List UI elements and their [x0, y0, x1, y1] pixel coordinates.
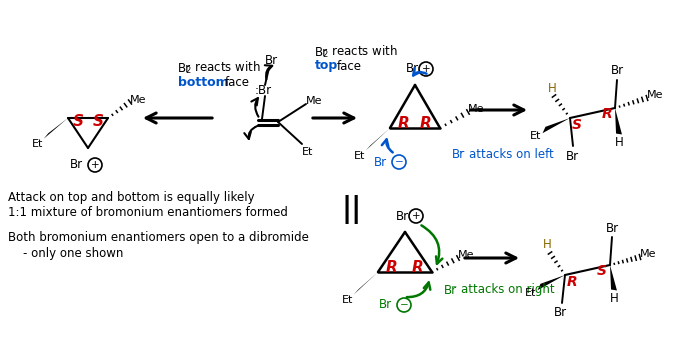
Text: bottom: bottom — [178, 75, 229, 88]
Text: H: H — [542, 238, 552, 251]
Text: Me: Me — [468, 104, 484, 114]
Polygon shape — [365, 128, 390, 151]
Text: Me: Me — [458, 250, 475, 260]
Text: Br: Br — [70, 159, 83, 172]
Text: Et: Et — [531, 131, 542, 141]
Text: H: H — [610, 292, 618, 305]
Text: Br: Br — [566, 150, 579, 162]
Circle shape — [419, 62, 433, 76]
Text: ⁻ attacks on left: ⁻ attacks on left — [459, 149, 554, 161]
Polygon shape — [610, 265, 617, 290]
Text: Me: Me — [306, 96, 322, 106]
Text: $_2$ reacts with: $_2$ reacts with — [185, 60, 260, 76]
Text: −: − — [400, 300, 408, 310]
Text: Et: Et — [342, 295, 354, 305]
Text: R: R — [398, 116, 410, 130]
Text: R: R — [567, 275, 577, 289]
Circle shape — [392, 155, 406, 169]
Text: Attack on top and bottom is equally likely: Attack on top and bottom is equally like… — [8, 191, 255, 204]
Polygon shape — [538, 275, 565, 290]
Text: S: S — [597, 264, 607, 278]
Polygon shape — [44, 118, 68, 139]
Text: +: + — [421, 64, 430, 74]
Text: ⁻ attacks on right: ⁻ attacks on right — [451, 283, 554, 297]
Text: Both bromonium enantiomers open to a dibromide: Both bromonium enantiomers open to a dib… — [8, 232, 309, 245]
Text: −: − — [395, 157, 403, 167]
Text: Br: Br — [444, 283, 457, 297]
Text: 1:1 mixture of bromonium enantiomers formed: 1:1 mixture of bromonium enantiomers for… — [8, 205, 288, 218]
Text: H: H — [615, 137, 624, 150]
Text: Et: Et — [302, 147, 314, 157]
Text: Br: Br — [265, 54, 278, 66]
Text: - only one shown: - only one shown — [8, 247, 123, 259]
Circle shape — [88, 158, 102, 172]
Text: Br: Br — [379, 299, 392, 312]
Text: Br: Br — [610, 65, 624, 77]
Circle shape — [397, 298, 411, 312]
Text: $_2$ reacts with: $_2$ reacts with — [322, 44, 398, 60]
Text: Br: Br — [315, 45, 328, 58]
Text: ||: || — [342, 195, 362, 225]
Text: R: R — [412, 259, 424, 275]
Text: R: R — [386, 259, 398, 275]
Text: R: R — [602, 107, 612, 121]
Circle shape — [409, 209, 423, 223]
Polygon shape — [354, 272, 378, 294]
Text: S: S — [572, 118, 582, 132]
Text: face: face — [337, 60, 362, 73]
Text: S: S — [73, 115, 83, 129]
Text: Br: Br — [395, 209, 409, 223]
Text: Et: Et — [354, 151, 365, 161]
Text: Br: Br — [452, 149, 465, 161]
Text: face: face — [225, 75, 250, 88]
Text: Br: Br — [405, 63, 419, 75]
Text: Me: Me — [647, 90, 664, 100]
Text: Br: Br — [374, 155, 387, 169]
Text: Me: Me — [640, 249, 657, 259]
Polygon shape — [542, 118, 570, 133]
Text: Et: Et — [32, 139, 43, 149]
Text: Br: Br — [554, 307, 566, 320]
Text: H: H — [547, 82, 556, 95]
Text: Br: Br — [178, 62, 191, 75]
Text: :Br: :Br — [254, 84, 272, 97]
Text: Br: Br — [606, 222, 619, 235]
Text: Et: Et — [525, 288, 537, 298]
Text: R: R — [420, 116, 432, 130]
Text: +: + — [91, 160, 99, 170]
Text: +: + — [412, 211, 420, 221]
Polygon shape — [615, 108, 622, 135]
Text: S: S — [92, 115, 104, 129]
Text: top: top — [315, 60, 338, 73]
Text: Me: Me — [130, 95, 146, 105]
